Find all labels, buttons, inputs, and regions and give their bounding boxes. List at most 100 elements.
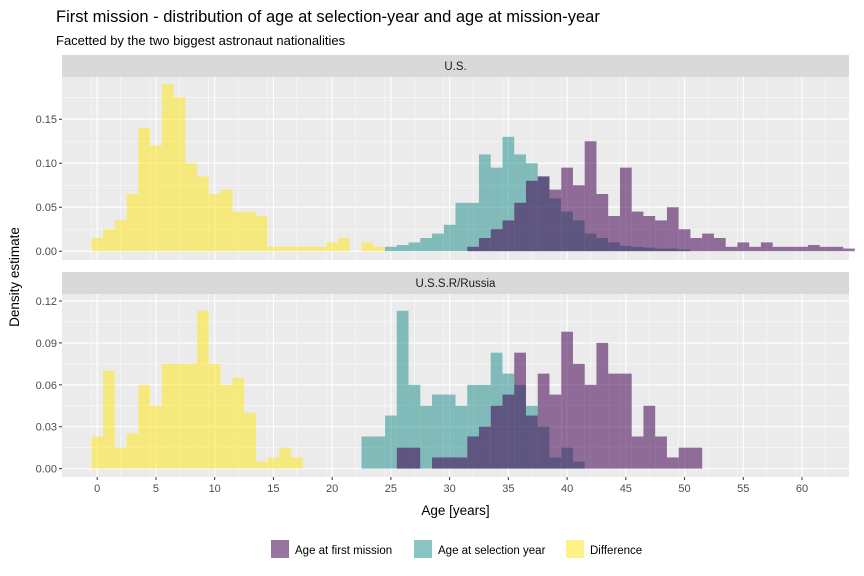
x-tick-label: 30 <box>444 483 456 495</box>
histogram-bar <box>655 220 667 252</box>
x-axis-label: Age [years] <box>421 503 489 518</box>
histogram-bar <box>208 194 221 252</box>
facet-panel: U.S.S.R/Russia 0.00 0.03 0.06 0.09 0.12 <box>36 272 849 477</box>
facet-strip <box>62 272 849 294</box>
y-tick-label: 0.06 <box>36 380 57 392</box>
histogram-bar <box>678 229 691 252</box>
histogram-bar <box>138 128 151 252</box>
histogram-bar <box>373 246 386 252</box>
histogram-bar <box>408 447 421 469</box>
histogram-bar <box>584 384 597 469</box>
y-axis-label: Density estimate <box>7 227 22 327</box>
histogram-bar <box>338 238 350 252</box>
histogram-bar <box>232 211 245 252</box>
x-tick-label: 5 <box>153 483 159 495</box>
histogram-bar <box>525 415 538 469</box>
histogram-bar <box>408 384 421 469</box>
histogram-bar <box>549 189 562 252</box>
histogram-bar <box>467 202 479 252</box>
histogram-bar <box>737 242 750 252</box>
histogram-bar <box>514 352 526 469</box>
histogram-bar <box>279 246 292 252</box>
histogram-bar <box>561 331 573 469</box>
x-tick-label: 50 <box>678 483 690 495</box>
histogram-bar <box>432 233 444 252</box>
histogram-bar <box>291 457 303 469</box>
x-tick-label: 10 <box>209 483 221 495</box>
histogram-bar <box>420 238 433 252</box>
chart-subtitle: Facetted by the two biggest astronaut na… <box>56 33 346 48</box>
histogram-bar <box>843 248 855 252</box>
histogram-bar <box>185 163 198 252</box>
histogram-bar <box>608 373 620 469</box>
histogram-bar <box>267 457 280 469</box>
histogram-bar <box>361 242 374 252</box>
histogram-bar <box>490 405 503 469</box>
histogram-bar <box>91 238 104 252</box>
y-tick-label: 0.00 <box>36 464 57 476</box>
histogram-bar <box>408 242 421 252</box>
histogram-bar <box>549 394 562 469</box>
y-tick-label: 0.10 <box>36 158 57 170</box>
histogram-bar <box>572 185 585 252</box>
histogram-bar <box>326 242 339 252</box>
histogram-bar <box>114 220 127 252</box>
facet-panel: U.S. 0.00 0.05 0.10 0.15 <box>36 55 855 260</box>
x-axis: 0 5 10 15 20 25 30 35 40 45 50 55 60 <box>94 477 808 495</box>
histogram-bar <box>255 216 268 252</box>
histogram-bar <box>478 154 491 252</box>
histogram-bar <box>138 384 151 469</box>
x-tick-label: 20 <box>326 483 338 495</box>
histogram-bar <box>502 394 515 469</box>
histogram-bar <box>255 461 268 469</box>
histogram-bar <box>666 457 679 469</box>
histogram-bar <box>631 436 644 469</box>
histogram-bar <box>478 426 491 469</box>
histogram-bar <box>831 246 844 252</box>
histogram-bar <box>443 394 456 469</box>
y-tick-label: 0.03 <box>36 422 57 434</box>
histogram-bar <box>455 405 468 469</box>
histogram-bar <box>197 310 209 469</box>
histogram-bar <box>490 229 503 252</box>
y-tick-label: 0.12 <box>36 296 57 308</box>
histogram-bar <box>173 97 186 252</box>
histogram-bar <box>760 242 773 252</box>
histogram-bar <box>432 394 444 469</box>
y-tick-label: 0.00 <box>36 246 57 258</box>
histogram-bar <box>467 384 479 469</box>
histogram-bar <box>655 436 667 469</box>
histogram-bar <box>525 180 538 252</box>
x-tick-label: 35 <box>502 483 514 495</box>
histogram-bar <box>690 447 703 469</box>
histogram-bar <box>373 436 386 469</box>
histogram-bar <box>150 145 162 252</box>
histogram-bar <box>208 363 221 469</box>
histogram-bar <box>455 457 468 469</box>
histogram-bar <box>749 246 761 252</box>
histogram-bar <box>772 246 785 252</box>
legend-label: Age at first mission <box>295 545 392 557</box>
y-tick-label: 0.05 <box>36 202 57 214</box>
histogram-bar <box>244 211 256 252</box>
histogram-bar <box>561 167 573 252</box>
histogram-bar <box>690 238 703 252</box>
histogram-bar <box>596 342 609 469</box>
histogram-bar <box>279 447 292 469</box>
histogram-bar <box>713 238 726 252</box>
legend-key-first_mission <box>271 540 289 558</box>
histogram-bar <box>361 436 374 469</box>
histogram-bar <box>490 167 503 252</box>
x-tick-label: 40 <box>561 483 573 495</box>
histogram-bar <box>784 246 797 252</box>
legend-key-difference <box>566 540 584 558</box>
histogram-bar <box>443 224 456 252</box>
histogram-bar <box>619 373 632 469</box>
histogram-bar <box>807 245 820 252</box>
histogram-bar <box>819 246 832 252</box>
histogram-bar <box>467 436 479 469</box>
histogram-bar <box>150 405 162 469</box>
histogram-bar <box>643 216 656 252</box>
histogram-bar <box>161 84 174 252</box>
